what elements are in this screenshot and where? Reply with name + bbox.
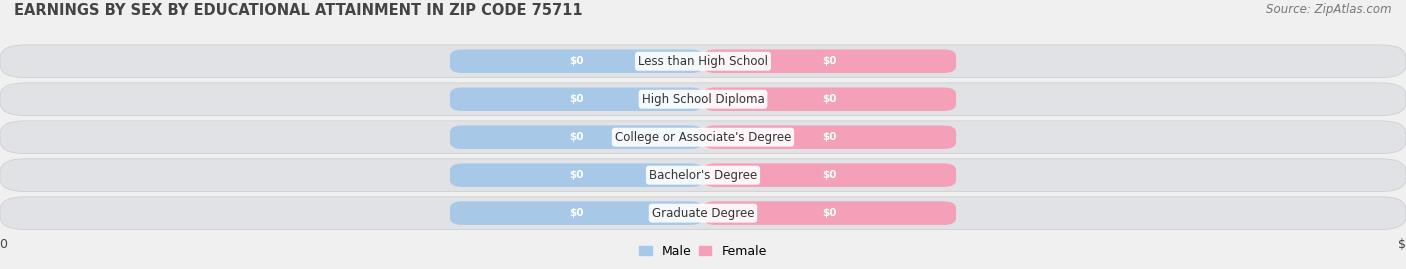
FancyBboxPatch shape [0,121,1406,154]
Text: Bachelor's Degree: Bachelor's Degree [650,169,756,182]
Text: $0: $0 [823,94,837,104]
Text: $0: $0 [823,170,837,180]
FancyBboxPatch shape [703,49,956,73]
Text: $0: $0 [569,56,583,66]
FancyBboxPatch shape [703,163,956,187]
FancyBboxPatch shape [450,125,703,149]
Text: $0: $0 [569,132,583,142]
Text: High School Diploma: High School Diploma [641,93,765,106]
Text: EARNINGS BY SEX BY EDUCATIONAL ATTAINMENT IN ZIP CODE 75711: EARNINGS BY SEX BY EDUCATIONAL ATTAINMEN… [14,3,582,18]
FancyBboxPatch shape [703,201,956,225]
Legend: Male, Female: Male, Female [634,240,772,263]
FancyBboxPatch shape [0,83,1406,116]
FancyBboxPatch shape [703,125,956,149]
FancyBboxPatch shape [0,159,1406,192]
Text: $0: $0 [569,208,583,218]
FancyBboxPatch shape [0,45,1406,77]
FancyBboxPatch shape [450,87,703,111]
FancyBboxPatch shape [703,87,956,111]
Text: $0: $0 [823,56,837,66]
Text: Graduate Degree: Graduate Degree [652,207,754,220]
FancyBboxPatch shape [450,201,703,225]
Text: College or Associate's Degree: College or Associate's Degree [614,131,792,144]
FancyBboxPatch shape [0,197,1406,229]
FancyBboxPatch shape [450,163,703,187]
Text: Less than High School: Less than High School [638,55,768,68]
Text: $0: $0 [569,94,583,104]
Text: Source: ZipAtlas.com: Source: ZipAtlas.com [1267,3,1392,16]
Text: $0: $0 [823,208,837,218]
Text: $0: $0 [823,132,837,142]
Text: $0: $0 [569,170,583,180]
FancyBboxPatch shape [450,49,703,73]
